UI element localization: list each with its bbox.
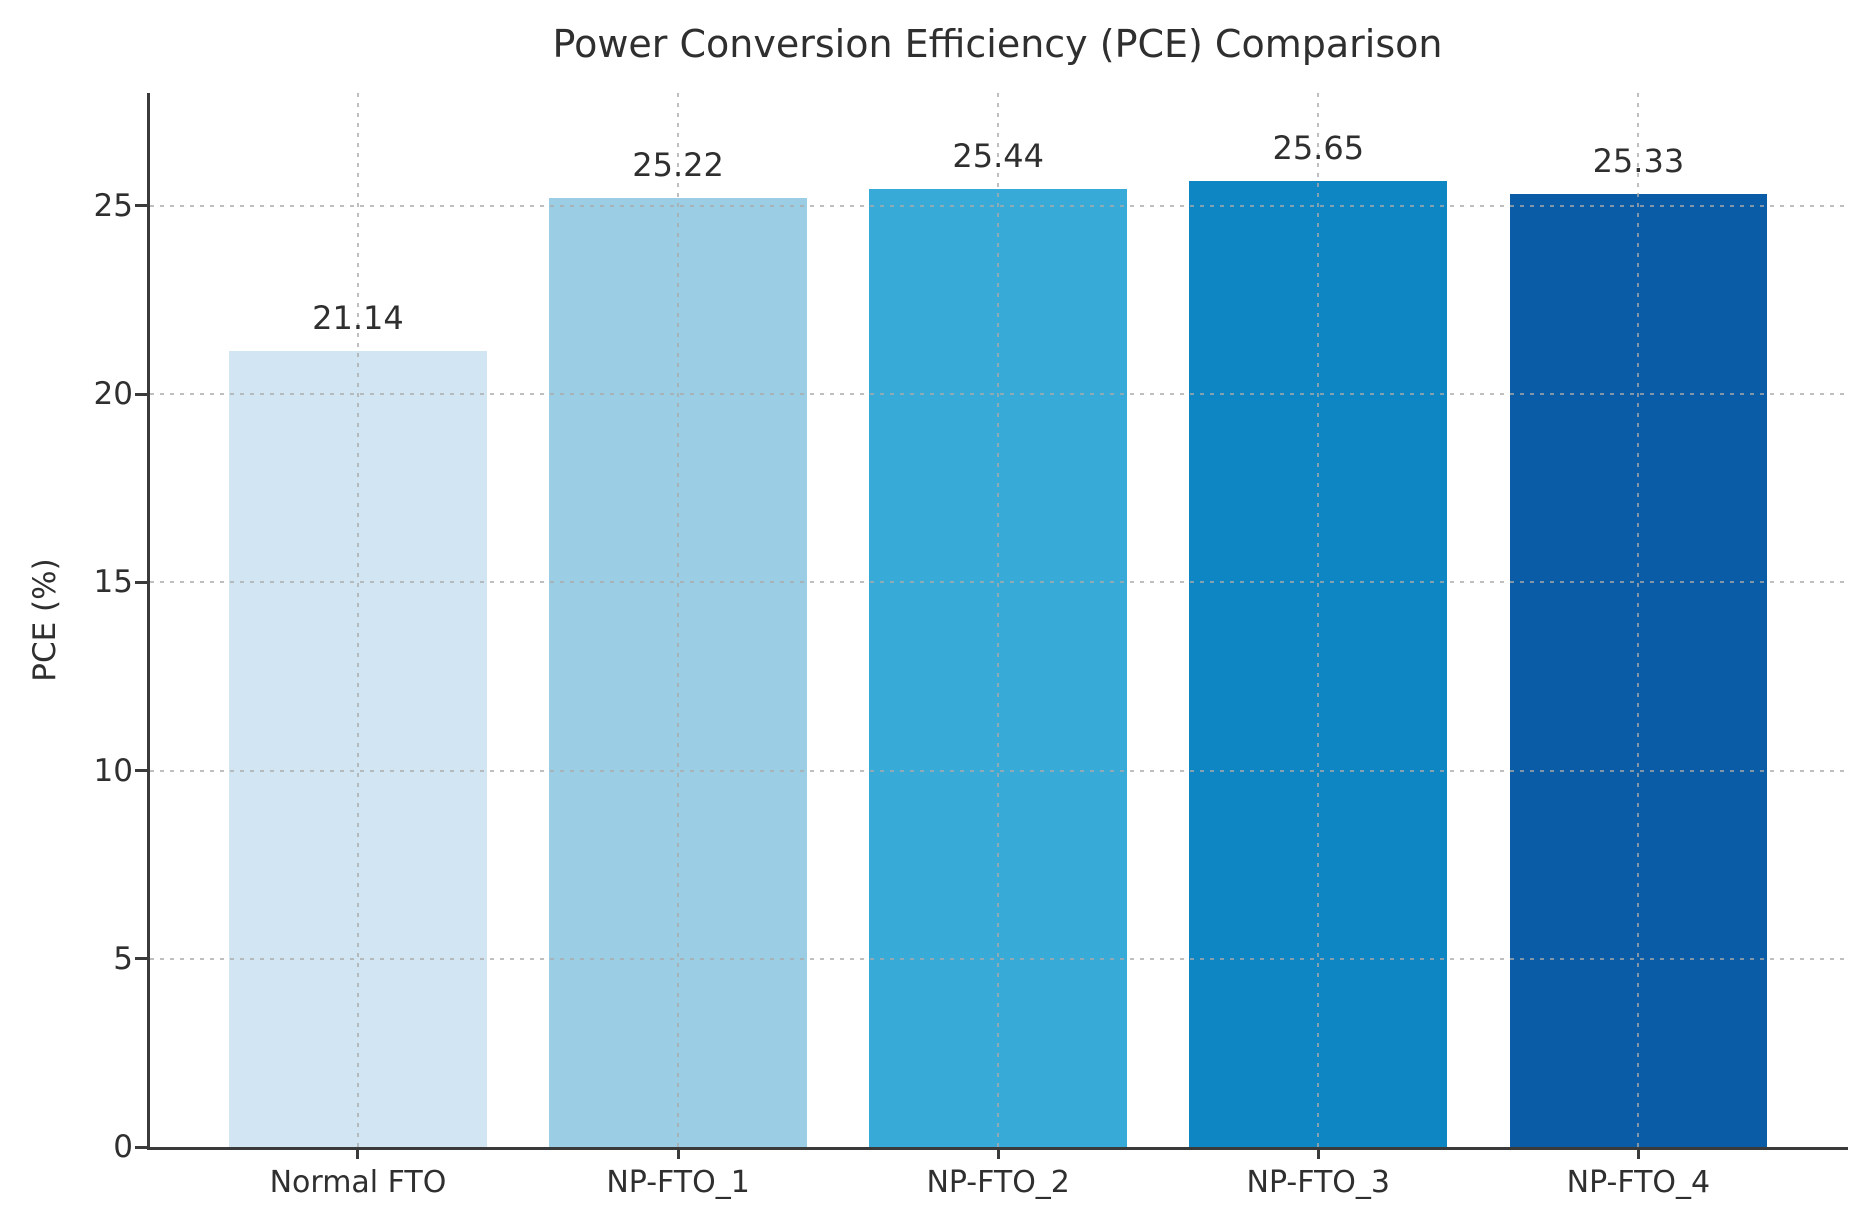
bar-value-label: 25.44 [952,137,1044,176]
y-tick-mark [135,957,147,961]
y-tick-label: 25 [93,187,133,224]
x-tick-label: NP-FTO_1 [606,1165,750,1200]
y-tick-label: 5 [113,940,133,977]
x-tick-label: NP-FTO_4 [1566,1165,1711,1200]
x-tick-mark [676,1147,680,1159]
x-tick-mark [996,1147,1000,1159]
y-tick-label: 0 [113,1129,133,1165]
bar-value-label: 25.22 [632,145,724,184]
vertical-gridline [677,93,680,1147]
chart-title: Power Conversion Efficiency (PCE) Compar… [552,22,1443,66]
bar-value-label: 25.65 [1272,129,1365,168]
y-tick-mark [135,1145,147,1149]
y-axis-spine [147,93,150,1150]
bar-value-label: 21.14 [312,299,404,338]
x-tick-label: NP-FTO_3 [1246,1165,1390,1200]
x-tick-mark [356,1147,360,1159]
vertical-gridline [356,93,359,1147]
vertical-gridline [997,93,1000,1147]
y-tick-label: 15 [93,564,133,601]
x-tick-mark [1316,1147,1320,1159]
x-tick-label: NP-FTO_2 [926,1165,1070,1200]
y-tick-mark [135,769,147,773]
y-tick-label: 20 [93,376,133,413]
y-tick-mark [135,580,147,584]
vertical-gridline [1637,93,1640,1147]
x-tick-mark [1636,1147,1640,1159]
vertical-gridline [1317,93,1320,1147]
x-tick-label: Normal FTO [269,1165,447,1200]
y-tick-mark [135,392,147,396]
y-tick-label: 10 [93,752,133,789]
bar-value-label: 25.33 [1592,141,1685,180]
y-tick-mark [135,204,147,208]
plot-area: 0 5 10 15 20 25 21.14 Normal FTO 25.22 NP-FTO_1 25… [94,93,1848,1200]
